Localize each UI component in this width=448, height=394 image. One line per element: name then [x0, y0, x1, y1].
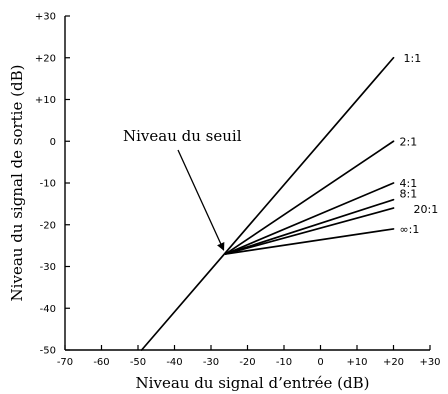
series-label-3: 8:1	[400, 188, 418, 201]
series-line-3	[224, 198, 395, 255]
y-tick-label: +20	[35, 53, 56, 64]
series-lines	[140, 56, 395, 351]
y-axis-title: Niveau du signal de sortie (dB)	[8, 65, 26, 302]
x-tick-label: 0	[317, 357, 323, 368]
series-label-2: 4:1	[400, 177, 418, 190]
x-tick-label: +10	[346, 357, 367, 368]
series-line-5	[224, 228, 395, 255]
series-line-1	[224, 140, 395, 255]
series-labels: 1:1 2:1 4:18:1 20:1 ∞:1	[400, 52, 439, 236]
y-tick-label: 0	[50, 137, 56, 148]
series-line-4	[224, 207, 395, 255]
y-tick-label: +30	[35, 12, 56, 23]
y-tick-label: -20	[40, 220, 56, 231]
y-tick-label: -50	[40, 346, 56, 357]
x-axis-title: Niveau du signal d’entrée (dB)	[136, 374, 370, 392]
y-tick-label: -40	[40, 304, 56, 315]
series-line-2	[224, 182, 395, 255]
x-tick-label: +30	[419, 357, 440, 368]
series-label-0: 1:1	[404, 52, 422, 65]
series-label-5: ∞:1	[400, 223, 420, 236]
threshold-arrow	[177, 149, 225, 251]
series-label-1: 2:1	[400, 135, 418, 148]
x-tick-label: -20	[239, 357, 255, 368]
x-tick-label: -40	[166, 357, 182, 368]
ticks: -50 -40 -30 -20 -10 0 +10 +20 +30 -70 -60 -50 -40 -30…	[35, 12, 441, 369]
x-tick-label: +20	[383, 357, 404, 368]
y-tick-label: -10	[40, 179, 56, 190]
x-tick-label: -10	[276, 357, 292, 368]
y-tick-label: +10	[35, 95, 56, 106]
y-tick-label: -30	[40, 262, 56, 273]
axes	[64, 16, 430, 351]
x-tick-label: -70	[57, 357, 73, 368]
x-tick-label: -30	[203, 357, 219, 368]
series-line-0	[140, 56, 395, 351]
series-label-4: 20:1	[414, 203, 439, 216]
x-tick-label: -60	[93, 357, 109, 368]
threshold-annotation: Niveau du seuil	[123, 127, 242, 145]
x-tick-label: -50	[130, 357, 146, 368]
